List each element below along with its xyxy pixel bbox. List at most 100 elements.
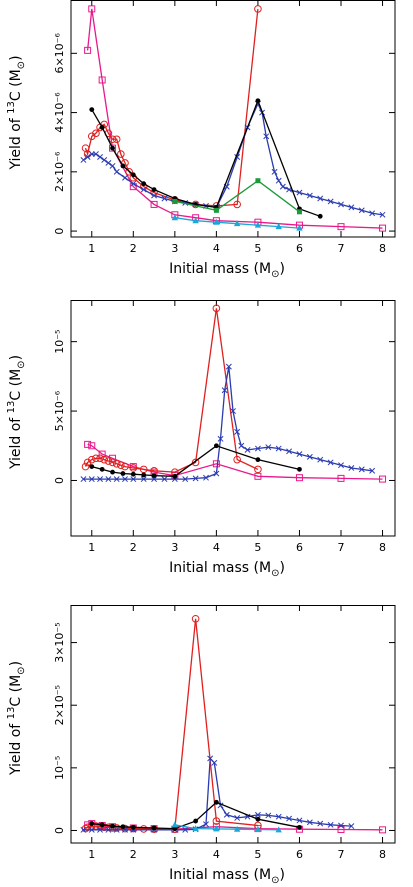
data-point: [105, 476, 112, 483]
data-point: [296, 189, 303, 196]
data-point: [265, 812, 272, 819]
data-point: [271, 168, 278, 175]
data-point: [172, 198, 178, 204]
data-point: [244, 446, 251, 453]
data-point: [203, 821, 209, 828]
x-axis-label: Initial mass (M⊙): [169, 261, 285, 280]
data-point: [108, 135, 117, 144]
data-point: [182, 826, 189, 833]
data-point: [337, 223, 345, 231]
data-point: [213, 799, 219, 805]
series-line: [85, 618, 258, 830]
data-point: [89, 107, 95, 113]
data-point: [296, 224, 303, 231]
data-point: [296, 817, 303, 824]
data-point: [317, 456, 324, 463]
y-axis-label: Yield of 13C (M⊙): [6, 55, 27, 170]
y-axis-label: Yield of 13C (M⊙): [6, 355, 27, 470]
data-point: [89, 464, 95, 469]
x-tick-label: 7: [338, 242, 345, 255]
x-tick-label: 2: [130, 242, 137, 255]
data-point: [275, 826, 282, 833]
data-point: [151, 187, 157, 193]
data-point: [191, 614, 200, 623]
plot-area: [80, 304, 387, 483]
data-point: [213, 825, 220, 832]
data-point: [255, 178, 261, 184]
data-point: [379, 826, 387, 834]
series-line: [84, 308, 259, 473]
data-point: [348, 823, 355, 830]
data-point: [84, 46, 92, 54]
data-point: [286, 815, 293, 822]
data-point: [117, 461, 125, 470]
x-tick-label: 4: [213, 242, 220, 255]
data-point: [337, 474, 345, 482]
data-point: [279, 183, 286, 190]
data-point: [129, 464, 138, 472]
x-axis-label-text: Initial mass (M: [169, 261, 271, 277]
data-point: [255, 816, 261, 822]
data-point: [192, 475, 199, 482]
data-point: [379, 211, 386, 218]
x-tick-label: 2: [130, 541, 137, 554]
x-tick-label: 2: [130, 848, 137, 861]
data-point: [275, 445, 282, 452]
data-point: [104, 457, 113, 465]
y-tick-label: 2×10⁻⁵: [53, 685, 66, 725]
data-point: [120, 824, 126, 830]
data-point: [275, 813, 282, 820]
data-point: [327, 821, 334, 828]
data-point: [348, 465, 355, 471]
x-tick-label: 3: [171, 242, 178, 255]
x-axis-label-text: Initial mass (M: [169, 560, 271, 576]
data-point: [92, 454, 100, 463]
data-point: [317, 213, 323, 219]
data-point: [113, 168, 120, 175]
data-point: [182, 476, 189, 483]
data-point: [192, 825, 199, 832]
data-point: [151, 476, 158, 483]
data-point: [88, 442, 96, 450]
data-point: [265, 444, 272, 451]
data-point: [297, 824, 302, 830]
data-point: [100, 455, 109, 464]
data-point: [92, 151, 99, 158]
x-tick-label: 7: [338, 541, 345, 554]
x-tick-label: 1: [88, 541, 95, 554]
data-point: [99, 822, 105, 828]
data-point: [338, 201, 344, 208]
data-point: [213, 470, 220, 477]
data-point: [295, 474, 303, 482]
data-point: [125, 168, 133, 176]
data-point: [161, 195, 168, 202]
data-point: [233, 455, 241, 464]
data-point: [110, 469, 115, 475]
data-point: [89, 821, 95, 826]
x-axis-label-end: ): [279, 867, 284, 883]
data-point: [88, 826, 95, 833]
data-point: [84, 440, 92, 448]
data-point: [101, 157, 108, 163]
x-axis-label-sub: ⊙: [271, 568, 279, 579]
data-point: [254, 826, 262, 833]
data-point: [130, 824, 136, 830]
plot-area: [80, 5, 387, 232]
data-point: [379, 475, 387, 483]
y-tick-label: 10⁻⁵: [53, 330, 66, 354]
data-point: [337, 826, 345, 834]
x-axis-label-text: Initial mass (M: [169, 867, 271, 883]
plot-frame: [70, 300, 396, 537]
data-point: [234, 814, 241, 821]
data-point: [122, 476, 128, 483]
data-point: [109, 144, 117, 152]
data-point: [97, 476, 104, 483]
data-point: [192, 217, 199, 224]
data-point: [112, 460, 121, 468]
data-point: [120, 471, 126, 476]
data-point: [80, 157, 87, 163]
data-point: [327, 459, 334, 466]
data-point: [306, 819, 313, 826]
data-point: [306, 192, 313, 199]
